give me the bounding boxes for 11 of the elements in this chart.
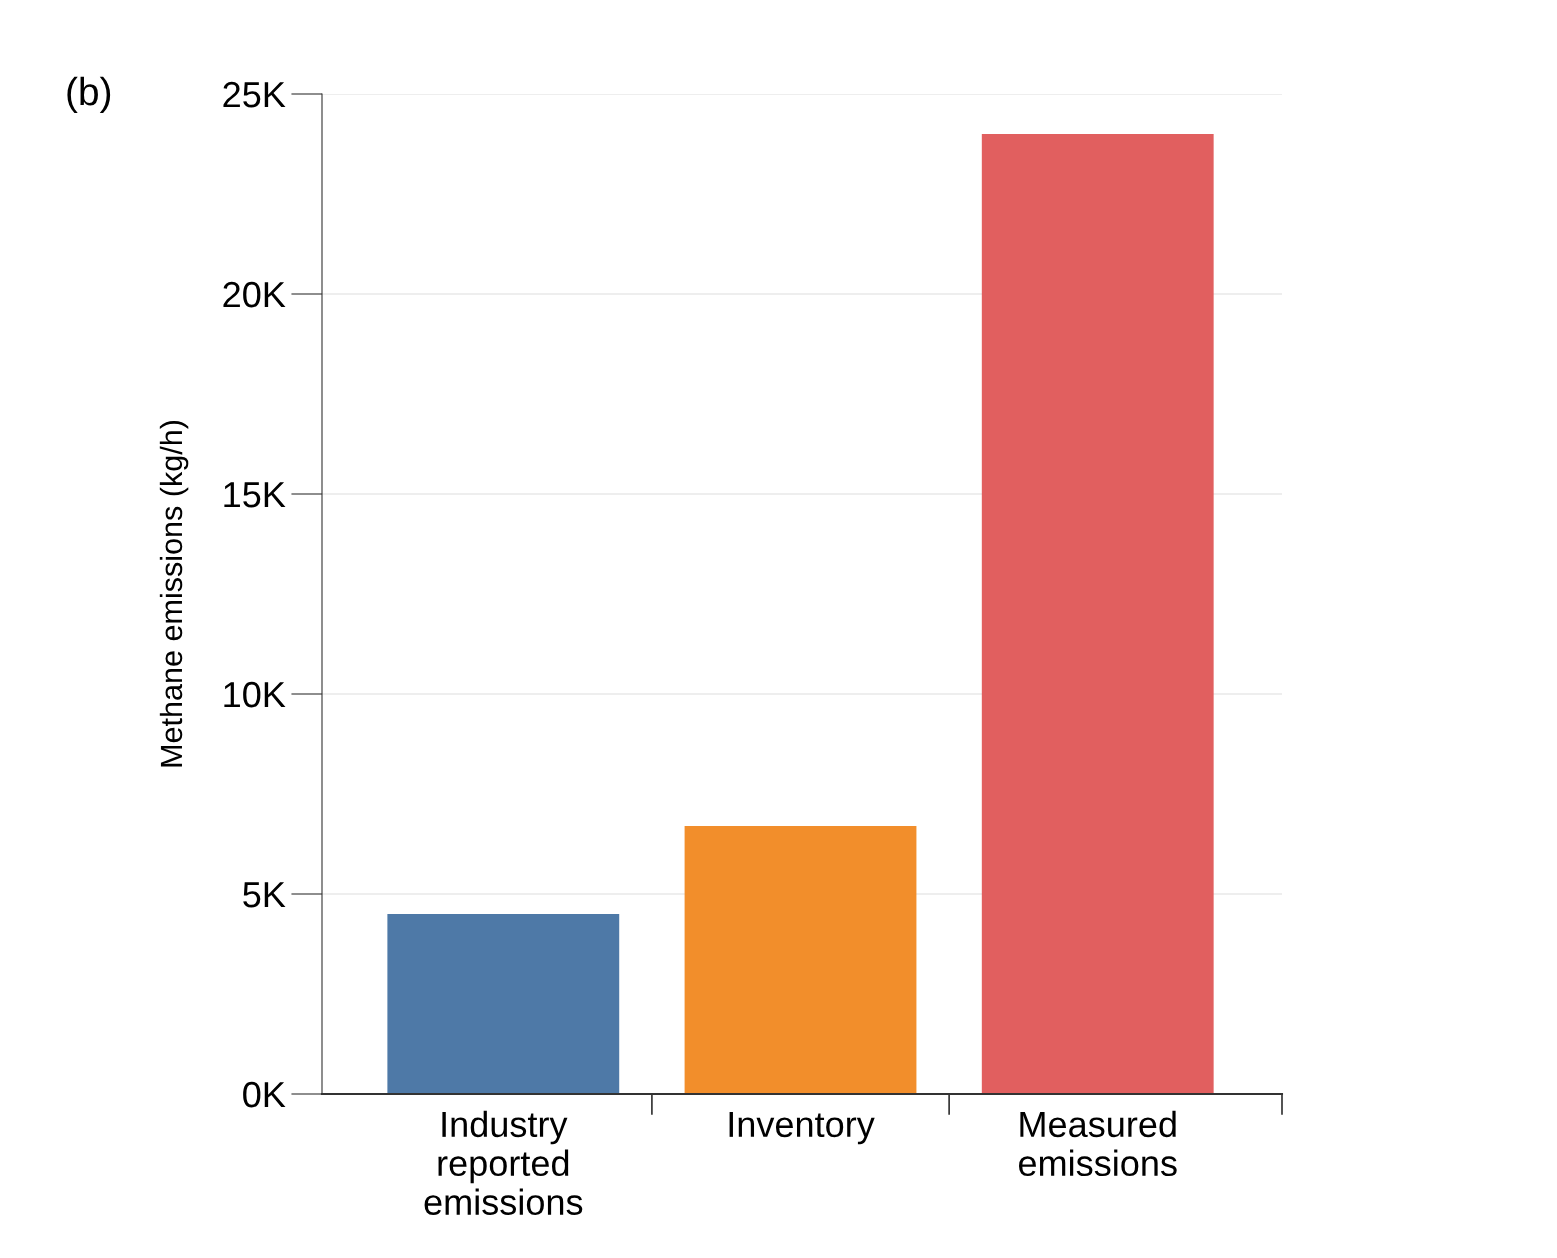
y-tick-label: 15K [224, 482, 286, 508]
text: (b) [67, 76, 111, 114]
y-tick-label: 25K [223, 81, 286, 108]
y-axis-title: Methane emissions (kg/h) [159, 420, 189, 767]
x-tick-label: Inventory [729, 1111, 875, 1145]
y-tick-label: 20K [223, 281, 286, 308]
y-tick-label: 5K [243, 882, 286, 908]
y-tick-label: 10K [224, 681, 286, 708]
y-tick-label: 0K [243, 1081, 286, 1108]
x-tick-label: Industry reported emissions [424, 1110, 583, 1215]
x-tick-label: Measured emissions [1018, 1110, 1177, 1177]
